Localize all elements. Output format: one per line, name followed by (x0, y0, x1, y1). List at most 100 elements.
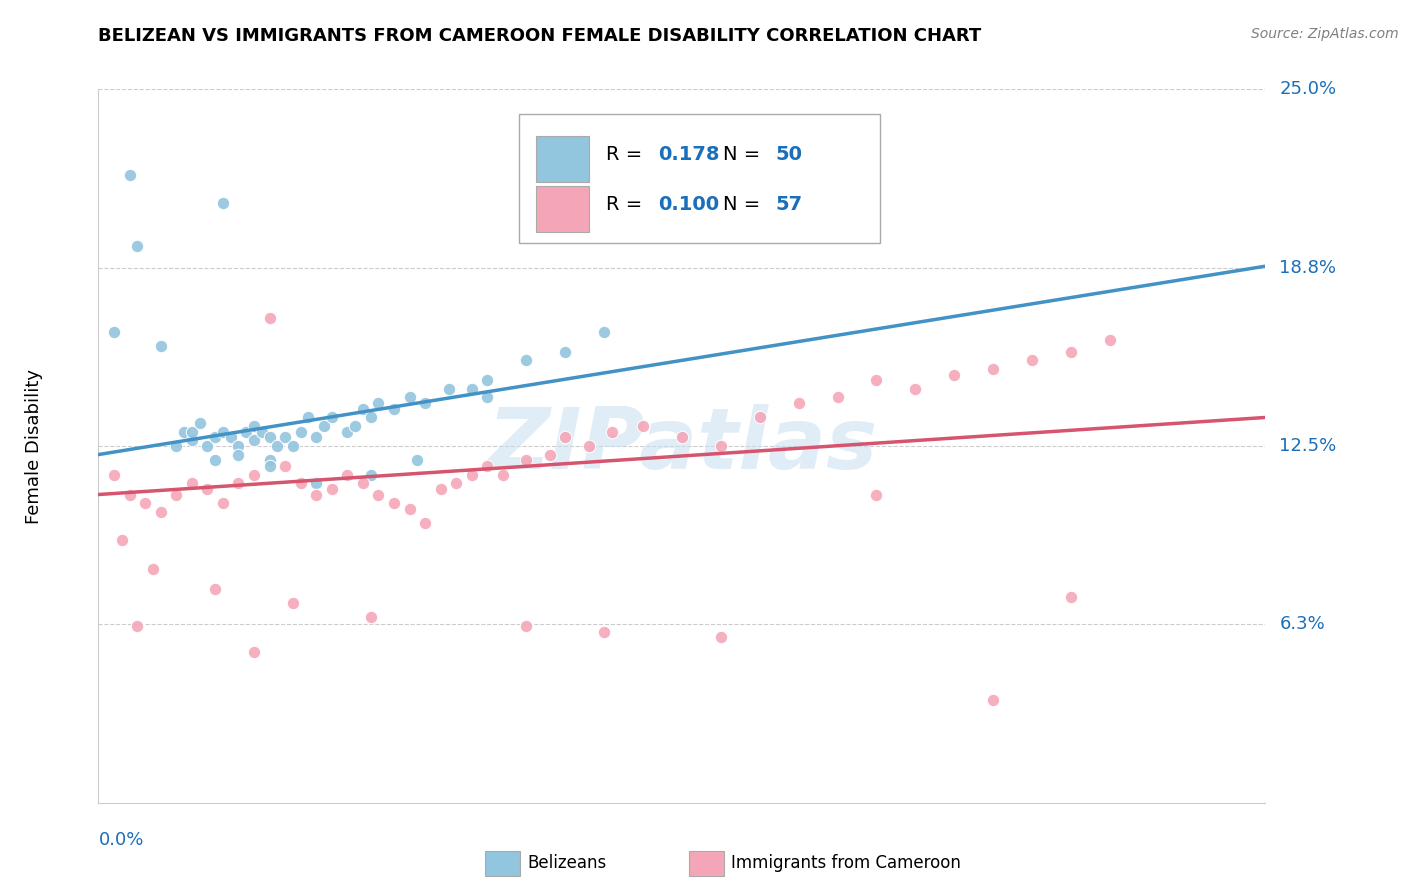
Text: 57: 57 (775, 195, 803, 214)
Point (266, 439, 288, 453)
Point (274, 430, 297, 444)
Point (321, 482, 343, 496)
Point (312, 419, 335, 434)
Point (173, 425, 195, 439)
Point (865, 487, 887, 501)
Point (250, 425, 273, 439)
Text: 50: 50 (775, 145, 803, 164)
Text: 0.0%: 0.0% (98, 831, 143, 849)
Point (297, 410, 319, 425)
Text: 0.100: 0.100 (658, 195, 720, 214)
Text: 12.5%: 12.5% (1279, 437, 1337, 455)
Point (305, 476, 328, 491)
Point (1021, 353, 1043, 368)
Point (538, 448, 561, 462)
Point (336, 467, 359, 482)
Point (243, 434, 266, 448)
Point (165, 487, 187, 501)
Point (631, 419, 654, 434)
Text: Belizeans: Belizeans (527, 855, 606, 872)
Point (477, 373, 499, 387)
Point (600, 425, 623, 439)
Point (305, 430, 328, 444)
Point (367, 487, 389, 501)
Point (281, 596, 304, 610)
Text: 25.0%: 25.0% (1279, 80, 1337, 98)
Text: 0.178: 0.178 (658, 145, 720, 164)
Point (243, 644, 266, 658)
Point (367, 396, 389, 410)
Point (321, 410, 343, 425)
Point (352, 476, 374, 491)
Point (554, 344, 576, 359)
Point (118, 487, 141, 501)
Point (1098, 334, 1121, 348)
Point (204, 453, 226, 467)
Text: BELIZEAN VS IMMIGRANTS FROM CAMEROON FEMALE DISABILITY CORRELATION CHART: BELIZEAN VS IMMIGRANTS FROM CAMEROON FEM… (98, 27, 981, 45)
Point (515, 453, 537, 467)
Point (382, 496, 405, 510)
Point (710, 630, 733, 644)
Point (398, 391, 420, 405)
Point (748, 410, 770, 425)
Point (212, 425, 235, 439)
Point (477, 458, 499, 473)
Point (219, 430, 242, 444)
Point (259, 310, 281, 325)
Point (127, 619, 149, 633)
Point (461, 382, 484, 396)
Point (142, 562, 165, 576)
Point (943, 368, 966, 382)
Text: Female Disability: Female Disability (25, 368, 44, 524)
Point (437, 382, 460, 396)
Point (352, 401, 374, 416)
Point (360, 467, 382, 482)
Point (228, 448, 250, 462)
Point (127, 239, 149, 253)
Point (1060, 591, 1083, 605)
Point (1060, 344, 1083, 359)
Point (477, 391, 499, 405)
Point (827, 391, 849, 405)
Point (787, 396, 810, 410)
Point (111, 533, 134, 548)
Text: N =: N = (723, 195, 766, 214)
Text: 18.8%: 18.8% (1279, 259, 1336, 277)
Point (118, 168, 141, 182)
Point (180, 425, 202, 439)
Point (149, 339, 172, 353)
Point (212, 196, 235, 211)
Point (865, 373, 887, 387)
Point (103, 467, 125, 482)
Point (981, 693, 1004, 707)
Point (461, 467, 484, 482)
FancyBboxPatch shape (519, 114, 880, 243)
FancyBboxPatch shape (536, 186, 589, 232)
Point (593, 325, 616, 339)
Point (243, 467, 266, 482)
Point (281, 439, 304, 453)
Point (398, 501, 420, 516)
Point (195, 439, 218, 453)
Point (212, 496, 235, 510)
Point (554, 430, 576, 444)
Text: N =: N = (723, 145, 766, 164)
Point (593, 624, 616, 639)
Point (710, 439, 733, 453)
Text: ZIPatlas: ZIPatlas (486, 404, 877, 488)
Point (180, 476, 202, 491)
Point (515, 619, 537, 633)
Point (429, 482, 451, 496)
Point (134, 496, 156, 510)
Point (165, 439, 187, 453)
Point (228, 476, 250, 491)
Point (336, 425, 359, 439)
Point (149, 505, 172, 519)
Point (305, 487, 328, 501)
Point (360, 610, 382, 624)
Point (981, 362, 1004, 376)
Point (235, 425, 257, 439)
Point (259, 453, 281, 467)
Point (274, 458, 297, 473)
Point (259, 458, 281, 473)
